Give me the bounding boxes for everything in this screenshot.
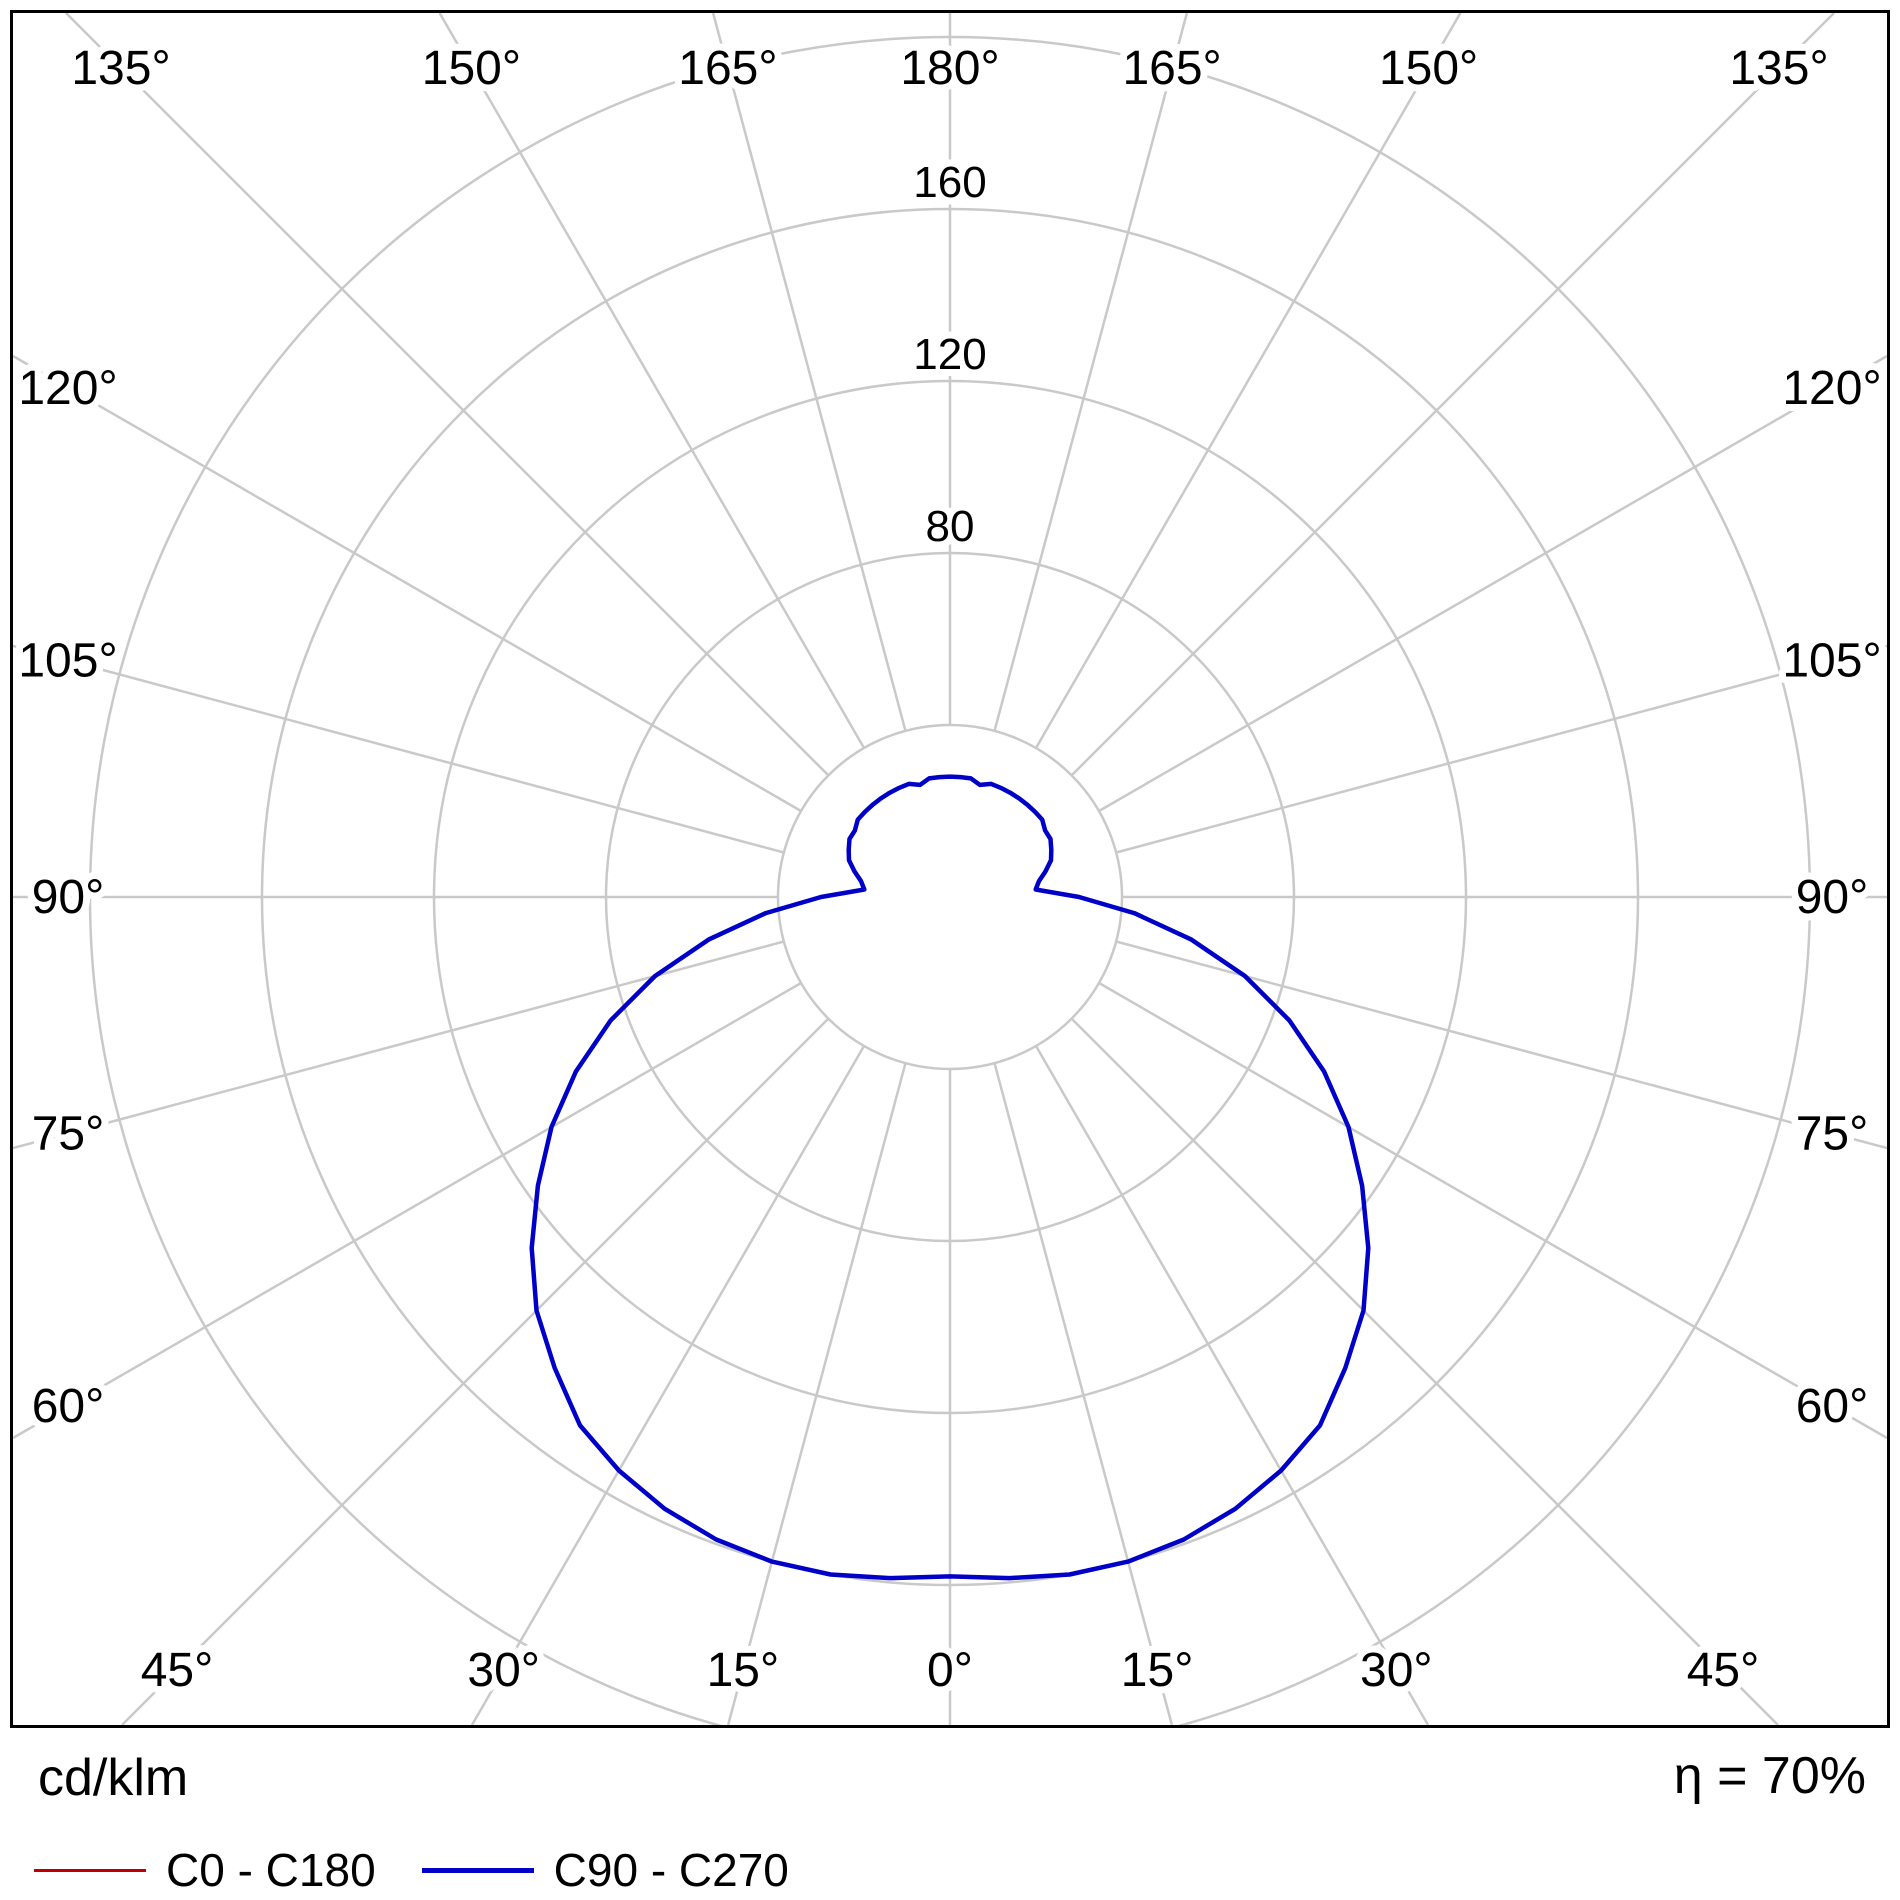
- legend-label-c0-c180: C0 - C180: [166, 1844, 376, 1896]
- angle-tick-label: 135°: [71, 42, 170, 95]
- radial-tick-label: 120: [913, 330, 986, 379]
- angle-tick-label: 165°: [678, 42, 777, 95]
- angle-tick-label: 15°: [707, 1644, 780, 1697]
- angle-tick-label: 75°: [1796, 1107, 1869, 1160]
- angle-tick-label: 45°: [1687, 1644, 1760, 1697]
- legend: C0 - C180 C90 - C270: [34, 1845, 789, 1896]
- angle-tick-label: 120°: [1782, 362, 1881, 415]
- angle-tick-label: 120°: [18, 362, 117, 415]
- angle-tick-label: 180°: [900, 42, 999, 95]
- legend-item-c0-c180: C0 - C180: [34, 1845, 376, 1896]
- angle-tick-label: 90°: [32, 871, 105, 924]
- angle-tick-label: 105°: [18, 635, 117, 688]
- units-label: cd/klm: [38, 1749, 189, 1807]
- angle-tick-label: 90°: [1796, 871, 1869, 924]
- radial-tick-label: 160: [913, 158, 986, 207]
- angle-tick-label: 150°: [1379, 42, 1478, 95]
- angle-tick-label: 0°: [927, 1644, 973, 1697]
- angle-tick-label: 135°: [1729, 42, 1828, 95]
- angle-tick-label: 150°: [422, 42, 521, 95]
- radial-tick-label: 80: [926, 502, 975, 551]
- angle-tick-label: 75°: [32, 1107, 105, 1160]
- angle-tick-label: 165°: [1122, 42, 1221, 95]
- legend-swatch-c0-c180: [34, 1868, 146, 1872]
- polar-chart-frame: 0° 15° 15° 30° 30° 45° 45° 60° 60° 75° 75° 90° 90° 10…: [10, 10, 1890, 1728]
- angle-labels: 0° 15° 15° 30° 30° 45° 45° 60° 60° 75° 75° 90° 90° 10…: [13, 35, 1887, 1704]
- angle-tick-label: 45°: [141, 1644, 214, 1697]
- curve-c90-c270: [529, 774, 1371, 1581]
- angle-tick-label: 60°: [32, 1380, 105, 1433]
- legend-label-c90-c270: C90 - C270: [553, 1844, 789, 1896]
- angle-tick-label: 15°: [1121, 1644, 1194, 1697]
- legend-swatch-c90-c270: [421, 1868, 534, 1873]
- angle-tick-label: 60°: [1796, 1380, 1869, 1433]
- polar-chart: 0° 15° 15° 30° 30° 45° 45° 60° 60° 75° 75° 90° 90° 10…: [13, 13, 1887, 1725]
- radial-labels: 80 120 160: [906, 151, 993, 558]
- efficiency-label: η = 70%: [1673, 1747, 1866, 1805]
- grid-rays: [13, 13, 1887, 1725]
- angle-tick-label: 30°: [467, 1644, 540, 1697]
- angle-tick-label: 105°: [1782, 635, 1881, 688]
- angle-tick-label: 30°: [1360, 1644, 1433, 1697]
- legend-item-c90-c270: C90 - C270: [421, 1844, 789, 1896]
- series-curves: [529, 774, 1371, 1581]
